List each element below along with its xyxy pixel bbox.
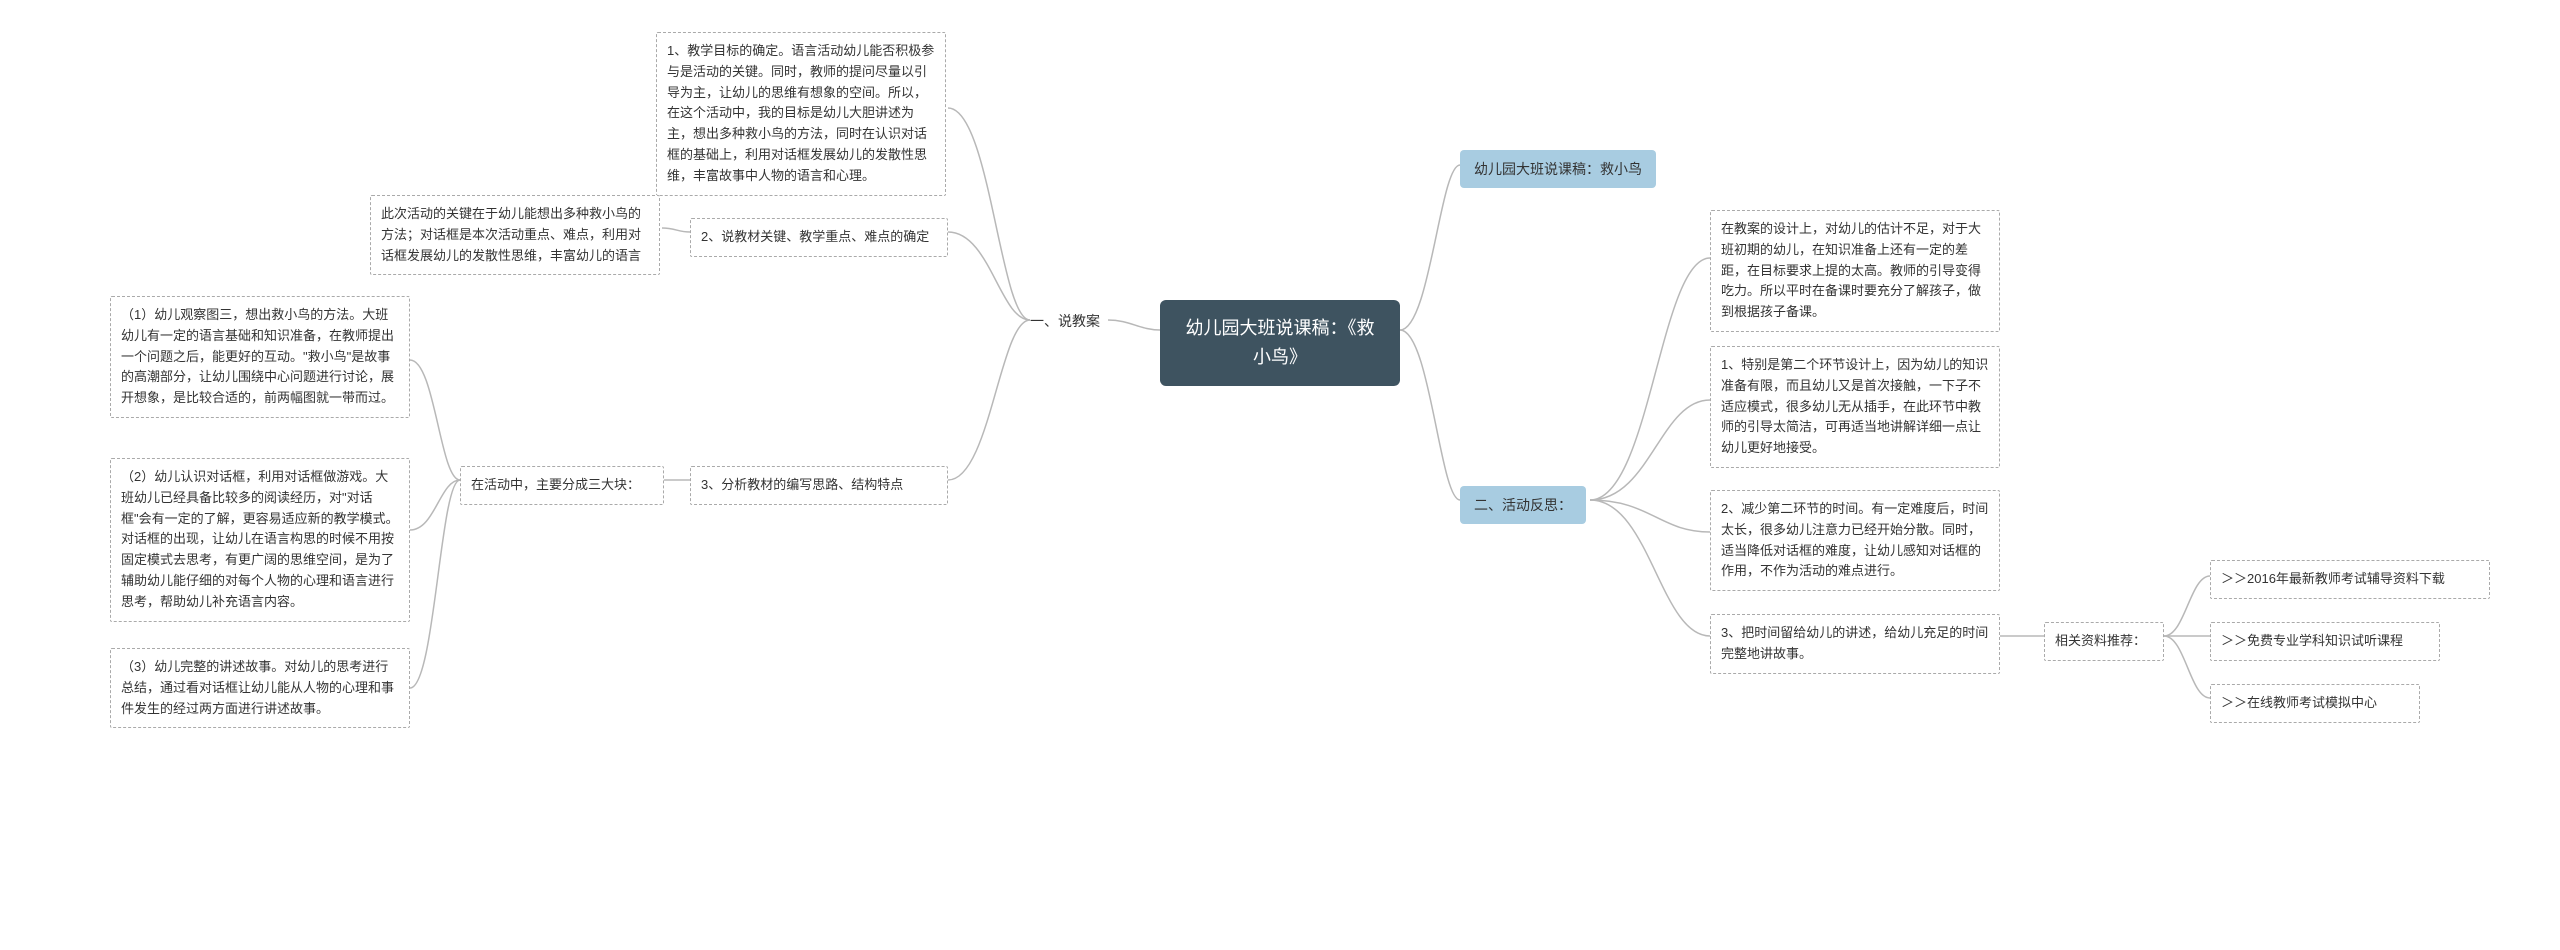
root-node: 幼儿园大班说课稿：《救小鸟》 [1160,300,1400,386]
leaf-l1: 1、教学目标的确定。语言活动幼儿能否积极参与是活动的关键。同时，教师的提问尽量以… [656,32,946,196]
leaf-rel1: ＞＞2016年最新教师考试辅导资料下载 [2210,560,2490,599]
leaf-l2-left: 此次活动的关键在于幼儿能想出多种救小鸟的方法；对话框是本次活动重点、难点，利用对… [370,195,660,275]
leaf-l3-right: 3、分析教材的编写思路、结构特点 [690,466,948,505]
leaf-l3-mid: 在活动中，主要分成三大块： [460,466,664,505]
leaf-rel3: ＞＞在线教师考试模拟中心 [2210,684,2420,723]
leaf-l3a: （1）幼儿观察图三，想出救小鸟的方法。大班幼儿有一定的语言基础和知识准备，在教师… [110,296,410,418]
leaf-l3c: （3）幼儿完整的讲述故事。对幼儿的思考进行总结，通过看对话框让幼儿能从人物的心理… [110,648,410,728]
leaf-r3: 2、减少第二环节的时间。有一定难度后，时间太长，很多幼儿注意力已经开始分散。同时… [1710,490,2000,591]
leaf-r2: 1、特别是第二个环节设计上，因为幼儿的知识准备有限，而且幼儿又是首次接触，一下子… [1710,346,2000,468]
leaf-r4: 3、把时间留给幼儿的讲述，给幼儿充足的时间完整地讲故事。 [1710,614,2000,674]
leaf-r1: 在教案的设计上，对幼儿的估计不足，对于大班初期的幼儿，在知识准备上还有一定的差距… [1710,210,2000,332]
leaf-rel-label: 相关资料推荐： [2044,622,2164,661]
branch-left: 一、说教案 [1030,310,1100,332]
leaf-rel2: ＞＞免费专业学科知识试听课程 [2210,622,2440,661]
leaf-l2-right: 2、说教材关键、教学重点、难点的确定 [690,218,948,257]
leaf-l3b: （2）幼儿认识对话框，利用对话框做游戏。大班幼儿已经具备比较多的阅读经历，对"对… [110,458,410,622]
branch-right-title: 幼儿园大班说课稿：救小鸟 [1460,150,1656,188]
branch-right-reflect: 二、活动反思： [1460,486,1586,524]
